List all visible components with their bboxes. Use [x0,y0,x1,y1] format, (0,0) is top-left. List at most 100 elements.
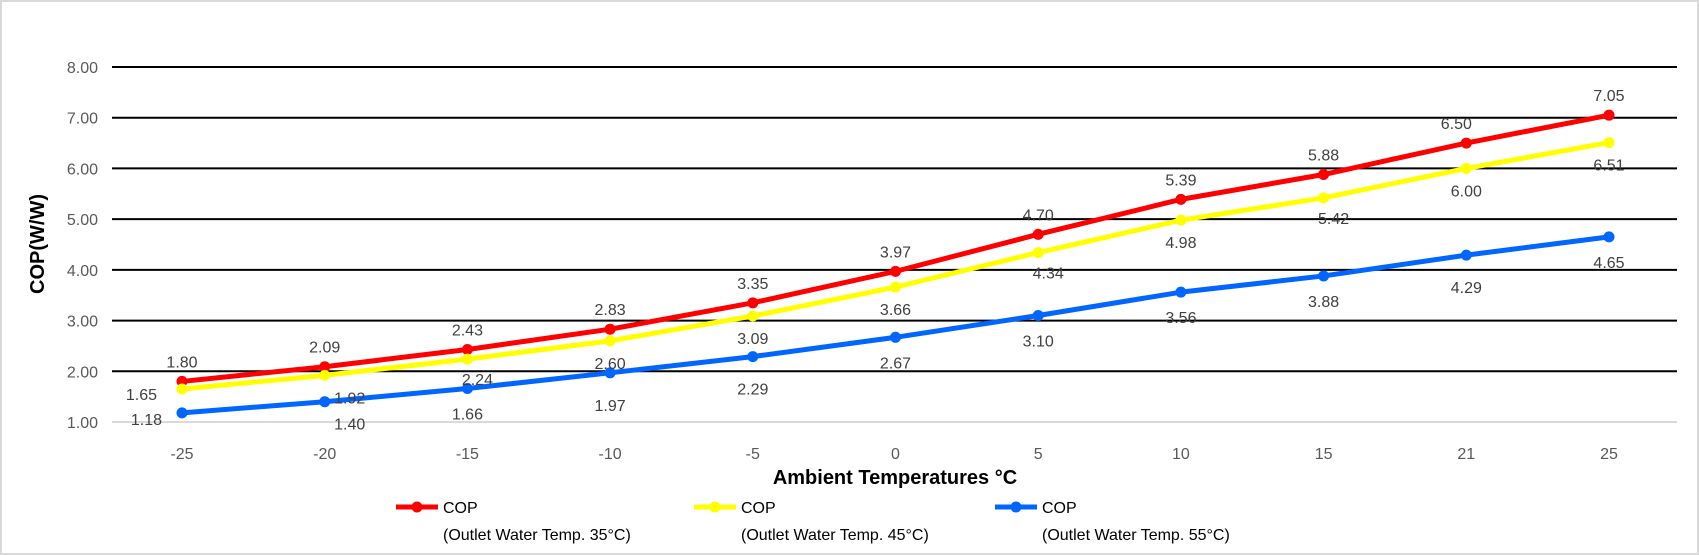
data-label: 1.18 [131,412,162,429]
data-point [1603,137,1615,149]
data-point [747,310,759,322]
data-label: 2.24 [462,372,493,389]
legend-label: COP [741,500,776,517]
x-tick-label: -20 [313,446,336,463]
y-tick-label: 6.00 [67,161,98,178]
data-label: 6.51 [1593,158,1624,175]
data-label: 5.88 [1308,148,1339,165]
data-point [890,265,901,277]
data-label: 3.66 [880,302,911,319]
legend-label: COP [1042,500,1077,517]
data-point [604,335,616,347]
x-axis-title: Ambient Temperatures °C [773,467,1017,489]
y-tick-label: 3.00 [67,314,98,331]
y-axis-ticks: 1.00 2.00 3.00 4.00 5.00 6.00 7.00 8.00 [67,60,98,432]
x-tick-label: -5 [746,446,760,463]
x-tick-label: 21 [1457,446,1475,463]
data-point [319,396,331,408]
data-point [1318,270,1330,282]
data-label: 1.40 [334,417,365,434]
data-label: 6.50 [1441,116,1472,133]
x-tick-label: 5 [1034,446,1043,463]
legend-label-line2: (Outlet Water Temp. 45°C) [741,527,929,544]
data-labels: 1.80 2.09 2.43 2.83 3.35 3.97 4.70 5.39 5.88 6.50… [126,88,1625,434]
data-point [747,351,759,363]
y-tick-label: 4.00 [67,263,98,280]
series-lines [176,109,1615,419]
data-label: 7.05 [1593,88,1624,105]
data-point [461,353,473,365]
x-tick-label: -25 [170,446,193,463]
legend-label: COP [443,500,478,517]
legend-marker-dot [1010,501,1022,513]
data-label: 2.09 [309,340,340,357]
data-label: 2.29 [737,382,768,399]
legend-item-3: COP (Outlet Water Temp. 55°C) [995,500,1230,544]
x-tick-label: 0 [891,446,900,463]
data-point [747,297,759,309]
data-label: 2.67 [880,355,911,372]
data-label: 4.65 [1593,255,1624,272]
data-point [319,361,331,373]
data-label: 1.80 [166,354,197,371]
data-point [1460,137,1472,149]
series-line-3 [181,234,1610,416]
data-point [890,331,901,343]
data-label: 3.56 [1165,310,1196,327]
data-label: 3.97 [880,244,911,261]
data-point [1175,286,1187,298]
legend: COP (Outlet Water Temp. 35°C) COP (Outlet W… [396,500,1230,544]
data-point [1460,249,1472,261]
x-axis-ticks: -25 -20 -15 -10 -5 0 5 10 15 21 25 [170,446,1618,463]
data-point [176,375,188,387]
data-point [1175,214,1187,226]
y-tick-label: 1.00 [67,415,98,432]
data-point [1318,192,1330,204]
data-point [1032,310,1044,321]
data-point [1175,193,1187,205]
legend-marker-dot [709,501,721,513]
data-label: 2.83 [595,302,626,319]
data-label: 1.92 [334,390,365,407]
data-point [1032,247,1044,259]
data-label: 4.29 [1451,280,1482,297]
data-label: 3.09 [737,331,768,348]
data-label: 1.97 [595,398,626,415]
data-point [604,323,616,335]
x-tick-label: 25 [1600,446,1618,463]
data-label: 4.98 [1165,235,1196,252]
y-tick-label: 7.00 [67,111,98,128]
y-tick-label: 5.00 [67,212,98,229]
data-point [461,343,473,355]
legend-marker-dot [411,501,423,513]
data-point [319,369,331,381]
data-label: 5.42 [1318,211,1349,228]
x-tick-label: -15 [456,446,479,463]
data-label: 2.43 [452,322,483,339]
data-point [176,407,188,419]
data-point [890,281,901,293]
data-label: 5.39 [1165,172,1196,189]
data-point [1603,231,1615,243]
data-point [1318,169,1330,181]
data-point [461,383,473,395]
data-label: 3.35 [737,276,768,293]
legend-label-line2: (Outlet Water Temp. 55°C) [1042,527,1230,544]
data-point [1603,109,1615,121]
data-label: 1.66 [452,407,483,424]
data-label: 6.00 [1451,183,1482,200]
y-tick-label: 8.00 [67,60,98,77]
y-tick-label: 2.00 [67,364,98,381]
x-tick-label: -10 [599,446,622,463]
data-point [1032,228,1044,240]
data-label: 1.65 [126,387,157,404]
data-label: 3.10 [1023,334,1054,351]
legend-item-2: COP (Outlet Water Temp. 45°C) [694,500,929,544]
x-tick-label: 15 [1315,446,1333,463]
legend-item-1: COP (Outlet Water Temp. 35°C) [396,500,631,544]
legend-label-line2: (Outlet Water Temp. 35°C) [443,527,631,544]
x-tick-label: 10 [1172,446,1190,463]
data-label: 3.88 [1308,294,1339,311]
